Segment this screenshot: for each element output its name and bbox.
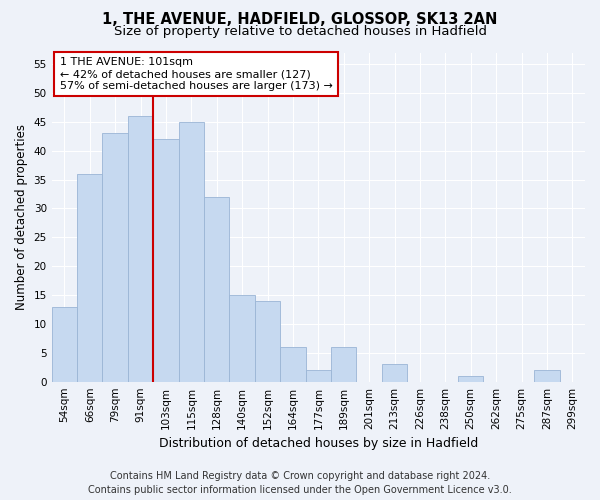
Bar [229, 295, 255, 382]
Y-axis label: Number of detached properties: Number of detached properties [15, 124, 28, 310]
Bar [179, 122, 204, 382]
Bar [382, 364, 407, 382]
Text: 1, THE AVENUE, HADFIELD, GLOSSOP, SK13 2AN: 1, THE AVENUE, HADFIELD, GLOSSOP, SK13 2… [103, 12, 497, 28]
Bar [103, 134, 128, 382]
Text: 1 THE AVENUE: 101sqm
← 42% of detached houses are smaller (127)
57% of semi-deta: 1 THE AVENUE: 101sqm ← 42% of detached h… [59, 58, 332, 90]
Text: Contains HM Land Registry data © Crown copyright and database right 2024.
Contai: Contains HM Land Registry data © Crown c… [88, 471, 512, 495]
Bar [331, 347, 356, 382]
X-axis label: Distribution of detached houses by size in Hadfield: Distribution of detached houses by size … [159, 437, 478, 450]
Bar [204, 197, 229, 382]
Bar [280, 347, 305, 382]
Bar [458, 376, 484, 382]
Bar [77, 174, 103, 382]
Bar [153, 139, 179, 382]
Bar [255, 301, 280, 382]
Text: Size of property relative to detached houses in Hadfield: Size of property relative to detached ho… [113, 25, 487, 38]
Bar [305, 370, 331, 382]
Bar [128, 116, 153, 382]
Bar [534, 370, 560, 382]
Bar [52, 306, 77, 382]
